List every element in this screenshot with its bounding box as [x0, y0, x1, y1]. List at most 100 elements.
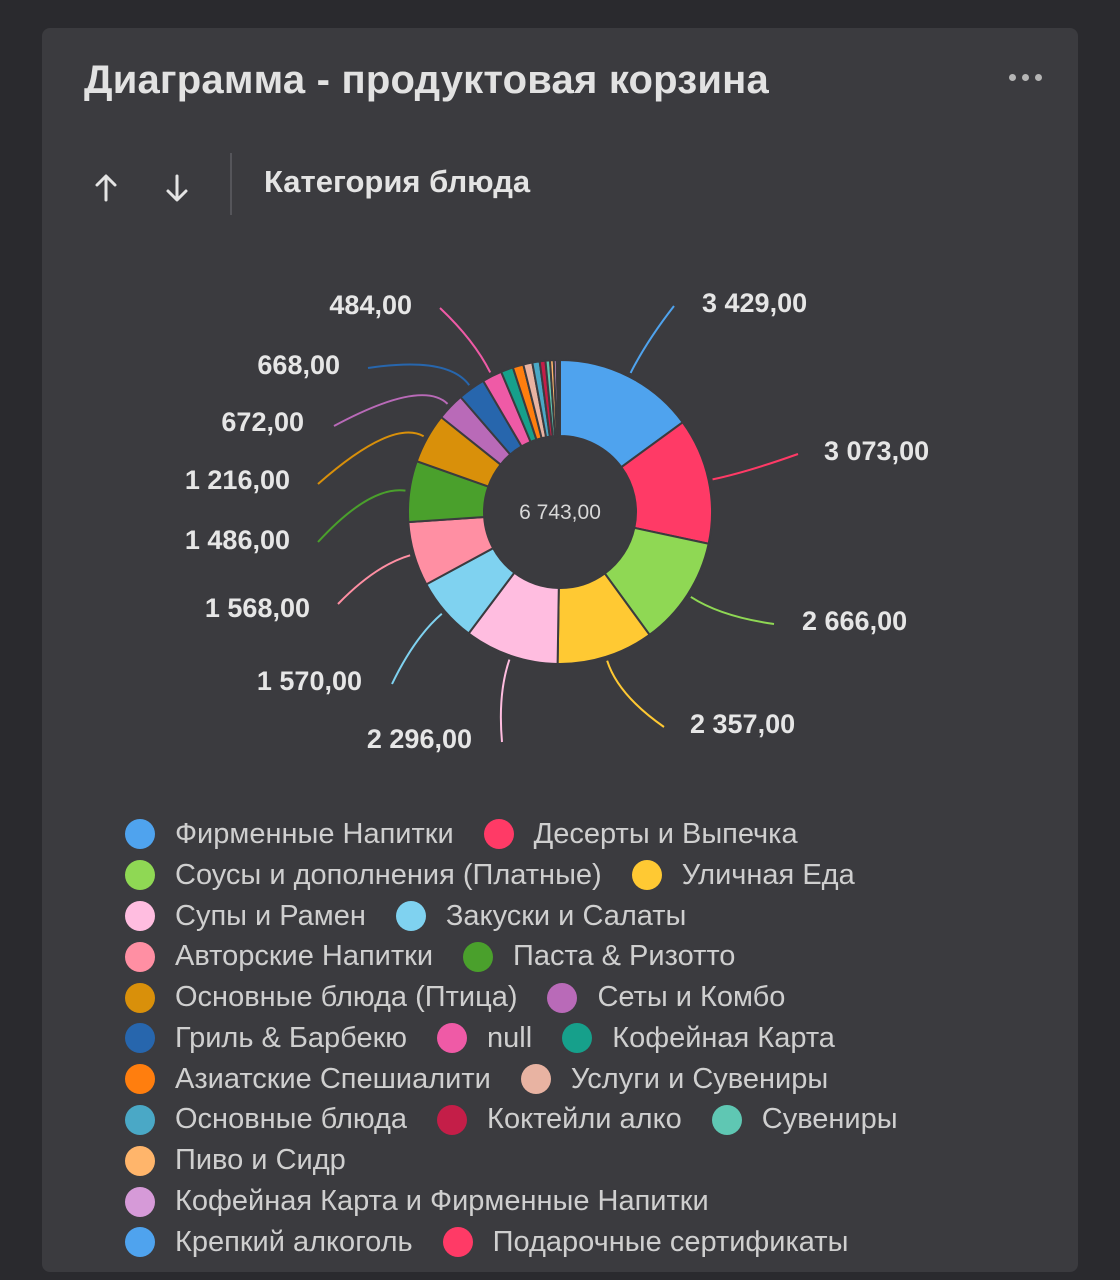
legend-label: Услуги и Сувениры: [570, 1062, 829, 1095]
leader-line: [333, 394, 449, 427]
chart-legend: Фирменные Напитки Десерты и Выпечка Соусы …: [125, 818, 1045, 1263]
legend-label: Паста & Ризотто: [513, 940, 736, 973]
legend-swatch: [463, 941, 494, 972]
legend-swatch: [483, 819, 514, 850]
sort-ascending-button[interactable]: [86, 168, 126, 208]
leader-line: [606, 660, 665, 728]
leader-line: [690, 596, 775, 625]
legend-label: Уличная Еда: [681, 858, 855, 891]
legend-label: Супы и Рамен: [175, 899, 366, 932]
legend-swatch: [562, 1023, 593, 1054]
legend-item[interactable]: Десерты и Выпечка: [483, 817, 798, 851]
legend-item[interactable]: null: [437, 1022, 532, 1055]
legend-swatch: [125, 1104, 155, 1135]
legend-swatch: [395, 900, 426, 931]
data-label: 3 073,00: [824, 436, 929, 466]
legend-item[interactable]: Азиатские Спешиалити: [125, 1063, 491, 1096]
legend-swatch: [547, 982, 578, 1013]
legend-label: Подарочные сертификаты: [492, 1225, 849, 1258]
legend-label: Пиво и Сидр: [175, 1144, 346, 1177]
legend-swatch: [125, 1064, 155, 1095]
legend-label: Основные блюда: [175, 1103, 408, 1136]
legend-item[interactable]: Гриль & Барбекю: [125, 1022, 407, 1055]
leader-line: [367, 363, 471, 386]
leader-line: [317, 431, 425, 485]
legend-item[interactable]: Коктейли алко: [437, 1103, 682, 1137]
legend-label: Кофейная Карта и Фирменные Напитки: [175, 1185, 709, 1218]
data-label: 1 216,00: [185, 465, 290, 495]
more-options-icon[interactable]: [1009, 74, 1042, 81]
legend-item[interactable]: Закуски и Салаты: [395, 899, 687, 933]
data-label: 2 296,00: [367, 724, 472, 754]
leader-line: [629, 305, 675, 374]
legend-label: Фирменные Напитки: [175, 817, 454, 850]
legend-label: Сувениры: [761, 1103, 898, 1136]
center-total-label: 6 743,00: [519, 501, 601, 524]
dimension-label: Категория блюда: [264, 164, 531, 199]
data-label: 1 570,00: [257, 666, 362, 696]
legend-item[interactable]: Фирменные Напитки: [125, 818, 454, 851]
legend-item[interactable]: Соусы и дополнения (Платные): [125, 859, 602, 892]
legend-item[interactable]: Услуги и Сувениры: [520, 1062, 829, 1096]
legend-swatch: [125, 860, 155, 891]
arrow-up-icon: [95, 174, 117, 202]
legend-label: Сеты и Комбо: [597, 981, 786, 1014]
legend-item[interactable]: Сеты и Комбо: [547, 981, 785, 1014]
donut-chart: 3 429,00 3 073,00 2 666,00 2 357,00 2 296,00…: [185, 288, 929, 754]
legend-swatch: [125, 819, 155, 850]
legend-label: Крепкий алкоголь: [175, 1225, 413, 1258]
data-label: 484,00: [329, 290, 412, 320]
data-label: 668,00: [257, 350, 340, 380]
leader-line: [317, 489, 406, 543]
legend-item[interactable]: Уличная Еда: [631, 858, 855, 892]
leader-line: [439, 307, 492, 373]
legend-label: Гриль & Барбекю: [175, 1021, 408, 1054]
legend-item[interactable]: Крепкий алкоголь: [125, 1226, 413, 1259]
legend-swatch: [125, 1186, 155, 1217]
legend-swatch: [520, 1064, 551, 1095]
toolbar-divider: [230, 153, 232, 215]
legend-item[interactable]: Подарочные сертификаты: [442, 1225, 849, 1259]
legend-swatch: [125, 1023, 155, 1054]
legend-label: Кофейная Карта: [612, 1021, 835, 1054]
legend-swatch: [631, 860, 662, 891]
legend-swatch: [125, 900, 155, 931]
legend-item[interactable]: Пиво и Сидр: [125, 1144, 346, 1177]
legend-item[interactable]: Кофейная Карта и Фирменные Напитки: [125, 1185, 709, 1218]
legend-label: Основные блюда (Птица): [175, 981, 518, 1014]
legend-label: Соусы и дополнения (Платные): [175, 858, 602, 891]
data-label: 1 568,00: [205, 593, 310, 623]
legend-swatch: [437, 1104, 468, 1135]
data-label: 672,00: [221, 407, 304, 437]
leader-line: [499, 659, 511, 743]
legend-item[interactable]: Кофейная Карта: [562, 1022, 835, 1055]
chart-widget-card: Диаграмма - продуктовая корзина Категори…: [42, 28, 1078, 1272]
legend-label: Авторские Напитки: [175, 940, 434, 973]
legend-label: null: [487, 1021, 533, 1054]
legend-swatch: [437, 1023, 468, 1054]
donut-slice[interactable]: [557, 358, 561, 438]
legend-label: Закуски и Салаты: [445, 899, 687, 932]
arrow-down-icon: [166, 174, 188, 202]
legend-label: Азиатские Спешиалити: [175, 1062, 491, 1095]
data-label: 3 429,00: [702, 288, 807, 318]
legend-swatch: [125, 1145, 155, 1176]
legend-label: Десерты и Выпечка: [533, 817, 798, 850]
data-label: 1 486,00: [185, 525, 290, 555]
legend-item[interactable]: Сувениры: [711, 1103, 898, 1137]
legend-item[interactable]: Супы и Рамен: [125, 900, 366, 933]
leader-line: [712, 453, 799, 481]
leader-line: [337, 554, 411, 605]
legend-item[interactable]: Основные блюда (Птица): [125, 981, 517, 1014]
data-label: 2 666,00: [802, 606, 907, 636]
legend-item[interactable]: Авторские Напитки: [125, 940, 433, 973]
legend-swatch: [711, 1104, 742, 1135]
legend-swatch: [442, 1227, 473, 1258]
sort-descending-button[interactable]: [157, 168, 197, 208]
leader-line: [391, 613, 443, 685]
legend-swatch: [125, 941, 155, 972]
legend-swatch: [125, 1227, 155, 1258]
legend-item[interactable]: Паста & Ризотто: [463, 940, 735, 973]
legend-item[interactable]: Основные блюда: [125, 1103, 408, 1137]
legend-label: Коктейли алко: [487, 1103, 682, 1136]
